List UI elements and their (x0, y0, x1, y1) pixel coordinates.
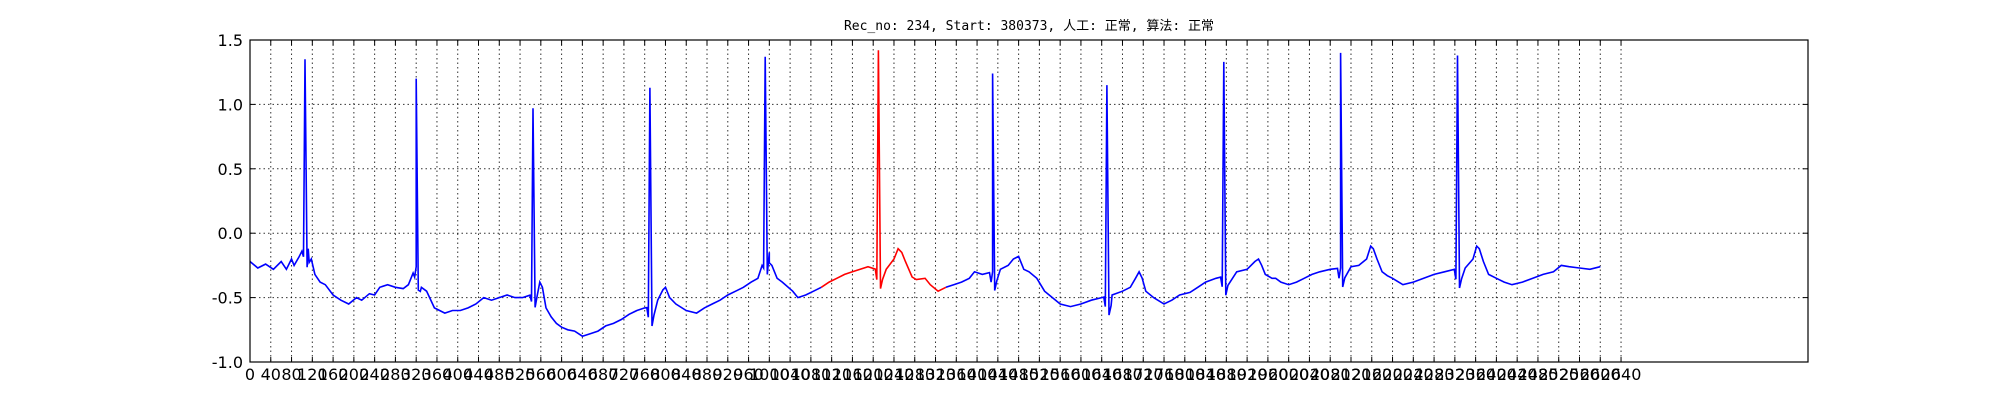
x-tick-label: 1880 (1206, 365, 1247, 384)
x-tick-label: 1760 (1144, 365, 1185, 384)
x-tick-label: 2600 (1580, 365, 1621, 384)
x-tick-label: 600 (546, 365, 577, 384)
y-tick-label: -0.5 (212, 289, 243, 308)
x-tick-label: 2520 (1538, 365, 1579, 384)
y-tick-label: 1.0 (218, 95, 243, 114)
x-tick-label: 840 (671, 365, 702, 384)
x-tick-label: 40 (261, 365, 281, 384)
x-tick-label: 160 (318, 365, 349, 384)
x-tick-label: 760 (629, 365, 660, 384)
x-tick-label: 0 (245, 365, 255, 384)
x-tick-label: 1920 (1227, 365, 1268, 384)
signal-line-normal (249, 56, 822, 338)
x-tick-label: 1200 (853, 365, 894, 384)
x-tick-label: 200 (339, 365, 370, 384)
x-tick-label: 1800 (1164, 365, 1205, 384)
x-tick-label: 1720 (1123, 365, 1164, 384)
x-tick-label: 1680 (1102, 365, 1143, 384)
x-tick-label: 2640 (1601, 365, 1642, 384)
chart-title: Rec_no: 234, Start: 380373, 人工: 正常, 算法: … (844, 19, 1214, 34)
x-tick-label: 280 (380, 365, 411, 384)
x-tick-label: 2240 (1393, 365, 1434, 384)
x-tick-label: 400 (442, 365, 473, 384)
x-tick-label: 440 (463, 365, 494, 384)
x-tick-label: 360 (422, 365, 453, 384)
signal-series (249, 50, 1601, 338)
x-tick-label: 1400 (957, 365, 998, 384)
signal-line-highlighted (820, 50, 947, 293)
x-tick-label: 240 (359, 365, 390, 384)
x-tick-label: 1320 (915, 365, 956, 384)
x-tick-label: 2360 (1455, 365, 1496, 384)
x-tick-label: 1160 (832, 365, 873, 384)
x-tick-label: 880 (692, 365, 723, 384)
x-tick-label: 1640 (1081, 365, 1122, 384)
x-tick-label: 2320 (1434, 365, 1475, 384)
x-tick-label: 2560 (1559, 365, 1600, 384)
x-tick-label: 2280 (1414, 365, 1455, 384)
y-tick-label: 0.5 (218, 160, 243, 179)
x-tick-label: 800 (650, 365, 681, 384)
x-tick-label: 1600 (1061, 365, 1102, 384)
grid-lines (250, 40, 1808, 362)
x-tick-label: 480 (484, 365, 515, 384)
x-tick-label: 640 (567, 365, 598, 384)
x-tick-label: 1960 (1248, 365, 1289, 384)
y-tick-label: 1.5 (218, 31, 243, 50)
x-tick-label: 1240 (874, 365, 915, 384)
x-tick-label: 1840 (1185, 365, 1226, 384)
y-tick-label: -1.0 (212, 353, 243, 372)
x-tick-label: 2200 (1372, 365, 1413, 384)
x-tick-label: 320 (401, 365, 432, 384)
x-tick-label: 1480 (998, 365, 1039, 384)
x-axis-ticks: 0 40 8012016020024028032036040044048052056… (245, 40, 1641, 384)
x-tick-label: 920 (713, 365, 744, 384)
x-tick-label: 2400 (1476, 365, 1517, 384)
x-tick-label: 520 (505, 365, 536, 384)
x-tick-label: 1520 (1019, 365, 1060, 384)
x-tick-label: 960 (733, 365, 764, 384)
x-tick-label: 1560 (1040, 365, 1081, 384)
x-tick-label: 680 (588, 365, 619, 384)
y-tick-label: 0.0 (218, 224, 243, 243)
x-tick-label: 2440 (1497, 365, 1538, 384)
plot-frame (249, 39, 1809, 363)
x-tick-label: 1120 (811, 365, 852, 384)
x-tick-label: 2080 (1310, 365, 1351, 384)
x-tick-label: 2040 (1289, 365, 1330, 384)
x-tick-label: 80 (281, 365, 301, 384)
x-tick-label: 720 (609, 365, 640, 384)
y-axis-ticks: 1.5 1.0 0.5 0.0 -0.5 -1.0 (212, 31, 1808, 372)
x-tick-label: 120 (297, 365, 328, 384)
signal-line-normal (945, 52, 1601, 316)
x-tick-label: 2160 (1351, 365, 1392, 384)
x-tick-label: 2000 (1268, 365, 1309, 384)
x-tick-label: 1000 (749, 365, 790, 384)
x-tick-label: 1040 (770, 365, 811, 384)
x-tick-label: 1360 (936, 365, 977, 384)
x-tick-label: 560 (526, 365, 557, 384)
x-tick-label: 1280 (894, 365, 935, 384)
x-tick-label: 1080 (791, 365, 832, 384)
x-tick-label: 2480 (1518, 365, 1559, 384)
x-tick-label: 2120 (1331, 365, 1372, 384)
x-tick-label: 1440 (977, 365, 1018, 384)
